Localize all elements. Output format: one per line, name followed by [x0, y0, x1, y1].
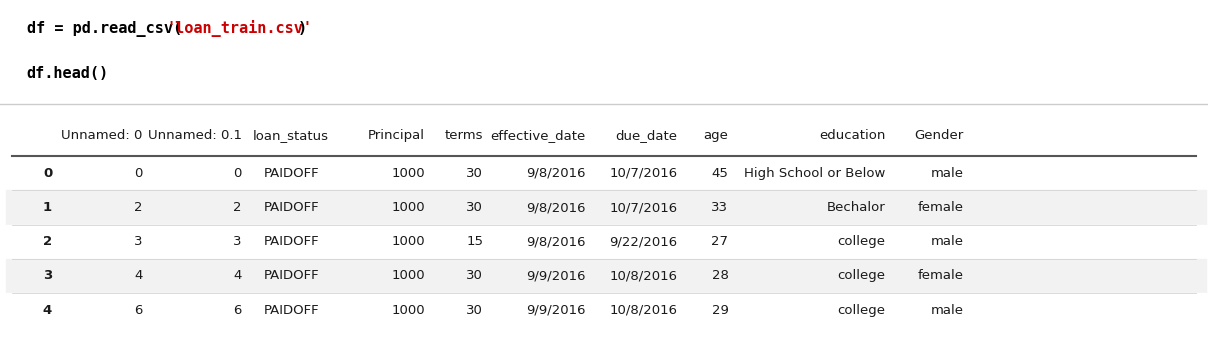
- Text: 1000: 1000: [391, 201, 425, 214]
- Text: due_date: due_date: [616, 130, 678, 142]
- Text: 27: 27: [712, 235, 728, 248]
- Text: 9/8/2016: 9/8/2016: [527, 167, 586, 180]
- Text: 30: 30: [466, 167, 483, 180]
- Text: 29: 29: [712, 304, 728, 317]
- Bar: [6, 293, 1206, 327]
- Text: effective_date: effective_date: [490, 130, 586, 142]
- Text: 10/8/2016: 10/8/2016: [610, 304, 678, 317]
- Text: 10/7/2016: 10/7/2016: [610, 167, 678, 180]
- Text: 9/9/2016: 9/9/2016: [527, 270, 586, 283]
- Text: college: college: [837, 235, 885, 248]
- Text: 45: 45: [712, 167, 728, 180]
- Text: PAIDOFF: PAIDOFF: [263, 167, 319, 180]
- Text: 1000: 1000: [391, 235, 425, 248]
- Text: PAIDOFF: PAIDOFF: [263, 235, 319, 248]
- Text: 2: 2: [134, 201, 143, 214]
- Text: 30: 30: [466, 270, 483, 283]
- Text: terms: terms: [445, 130, 483, 142]
- Text: ): ): [297, 21, 307, 36]
- Text: Bechalor: Bechalor: [826, 201, 885, 214]
- Bar: [0, 116, 1208, 156]
- Text: df.head(): df.head(): [27, 66, 109, 81]
- Text: 1000: 1000: [391, 304, 425, 317]
- Text: 9/8/2016: 9/8/2016: [527, 201, 586, 214]
- Text: 4: 4: [134, 270, 143, 283]
- Text: 10/8/2016: 10/8/2016: [610, 270, 678, 283]
- Text: 3: 3: [43, 270, 52, 283]
- Bar: [6, 156, 1206, 190]
- Text: PAIDOFF: PAIDOFF: [263, 304, 319, 317]
- Text: 33: 33: [712, 201, 728, 214]
- Text: PAIDOFF: PAIDOFF: [263, 201, 319, 214]
- Text: df = pd.read_csv(: df = pd.read_csv(: [27, 20, 181, 37]
- Text: 30: 30: [466, 201, 483, 214]
- Text: female: female: [918, 270, 964, 283]
- Text: female: female: [918, 201, 964, 214]
- Text: 6: 6: [134, 304, 143, 317]
- Text: Unnamed: 0.1: Unnamed: 0.1: [147, 130, 242, 142]
- Text: 1: 1: [43, 201, 52, 214]
- Text: 6: 6: [233, 304, 242, 317]
- Text: college: college: [837, 304, 885, 317]
- Text: PAIDOFF: PAIDOFF: [263, 270, 319, 283]
- Text: education: education: [819, 130, 885, 142]
- Text: male: male: [931, 167, 964, 180]
- Text: 28: 28: [712, 270, 728, 283]
- Text: 0: 0: [134, 167, 143, 180]
- Text: college: college: [837, 270, 885, 283]
- Text: 9/9/2016: 9/9/2016: [527, 304, 586, 317]
- Text: 30: 30: [466, 304, 483, 317]
- Text: 3: 3: [233, 235, 242, 248]
- Text: 0: 0: [43, 167, 52, 180]
- Bar: [6, 225, 1206, 259]
- Text: 15: 15: [466, 235, 483, 248]
- Text: male: male: [931, 304, 964, 317]
- Text: male: male: [931, 235, 964, 248]
- Text: Principal: Principal: [368, 130, 425, 142]
- Text: 1000: 1000: [391, 167, 425, 180]
- Text: Gender: Gender: [914, 130, 964, 142]
- Text: 4: 4: [233, 270, 242, 283]
- Text: 3: 3: [134, 235, 143, 248]
- Text: 9/22/2016: 9/22/2016: [610, 235, 678, 248]
- Text: age: age: [703, 130, 728, 142]
- Text: 10/7/2016: 10/7/2016: [610, 201, 678, 214]
- Text: 4: 4: [43, 304, 52, 317]
- Text: High School or Below: High School or Below: [744, 167, 885, 180]
- Text: 9/8/2016: 9/8/2016: [527, 235, 586, 248]
- Text: 2: 2: [43, 235, 52, 248]
- Text: 1000: 1000: [391, 270, 425, 283]
- Text: 0: 0: [233, 167, 242, 180]
- Text: Unnamed: 0: Unnamed: 0: [62, 130, 143, 142]
- Text: 'loan_train.csv': 'loan_train.csv': [167, 20, 312, 37]
- Bar: [6, 259, 1206, 293]
- Bar: [6, 190, 1206, 225]
- Text: 2: 2: [233, 201, 242, 214]
- Text: loan_status: loan_status: [254, 130, 329, 142]
